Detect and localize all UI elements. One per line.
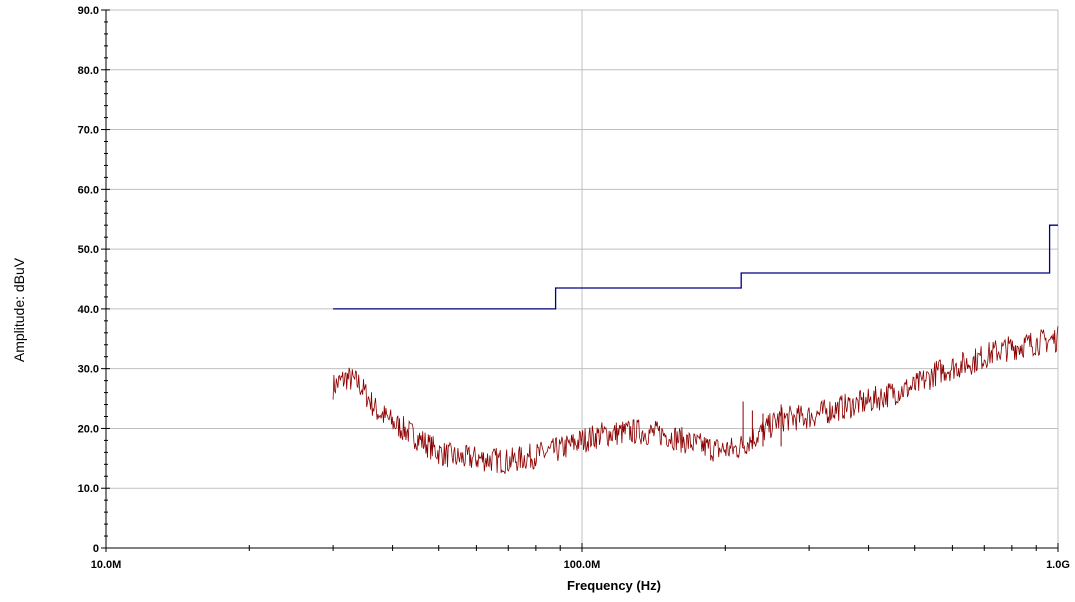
grid-lines: [106, 9, 1059, 548]
measured-trace: [332, 326, 1059, 475]
tick-labels: 0 10.0 20.0 30.0 40.0 50.0 60.0 70.0 80.0 90.0 10.…: [78, 5, 1070, 571]
y-tick-label: 10.0: [78, 483, 99, 495]
x-axis-label: Frequency (Hz): [567, 578, 661, 593]
y-tick-label: 80.0: [78, 65, 99, 77]
limit-line: [333, 224, 1058, 310]
y-tick-label: 90.0: [78, 5, 99, 17]
minor-ticks: [101, 9, 1059, 552]
y-tick-label: 20.0: [78, 423, 99, 435]
y-axis-label: Amplitude: dBuV: [11, 257, 27, 362]
y-tick-label: 50.0: [78, 244, 99, 256]
y-tick-label: 0: [93, 543, 99, 555]
y-tick-label: 70.0: [78, 125, 99, 137]
x-tick-label: 1.0G: [1046, 559, 1070, 571]
y-tick-label: 30.0: [78, 364, 99, 376]
x-tick-label: 10.0M: [91, 559, 122, 571]
x-tick-label: 100.0M: [564, 559, 601, 571]
series-group: [332, 224, 1059, 475]
y-tick-label: 60.0: [78, 184, 99, 196]
axes: [105, 10, 1058, 549]
y-tick-label: 40.0: [78, 304, 99, 316]
